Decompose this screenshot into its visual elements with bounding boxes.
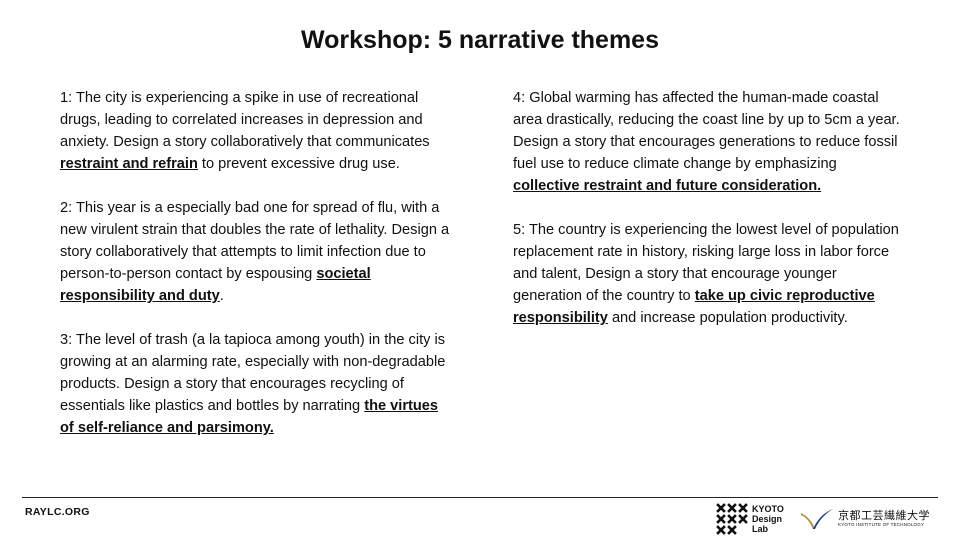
themes-left-column: 1: The city is experiencing a spike in u… [60,87,452,461]
theme-4: 4: Global warming has affected the human… [513,90,900,194]
slide-title: Workshop: 5 narrative themes [301,26,659,54]
theme-3: 3: The level of trash (a la tapioca amon… [60,332,446,436]
theme-1-emphasis: restraint and refrain [60,156,198,172]
kdl-wordmark: KYOTO Design Lab [752,504,784,534]
footer-site-label: RAYLC.ORG [25,506,90,518]
kyoto-institute-logo: 京都工芸繊維大学 KYOTO INSTITUTE OF TECHNOLOGY [800,508,930,530]
kit-wordmark: 京都工芸繊維大学 KYOTO INSTITUTE OF TECHNOLOGY [838,509,930,528]
kit-v-mark-icon [801,509,833,529]
theme-2: 2: This year is a especially bad one for… [60,200,450,304]
theme-4-emphasis: collective restraint and future consider… [513,178,822,194]
theme-2-emphasis: societal responsibility and duty [60,266,371,304]
kdl-x-grid-icon [716,503,748,535]
theme-1: 1: The city is experiencing a spike in u… [60,90,430,172]
theme-5-emphasis: take up civic reproductive responsibilit… [513,288,875,326]
themes-right-column: 4: Global warming has affected the human… [513,87,905,351]
footer-divider [22,497,938,498]
kyoto-design-lab-logo: KYOTO Design Lab [716,503,784,535]
theme-5: 5: The country is experiencing the lowes… [513,222,899,326]
theme-3-emphasis: the virtues of self-reliance and parsimo… [60,398,439,436]
